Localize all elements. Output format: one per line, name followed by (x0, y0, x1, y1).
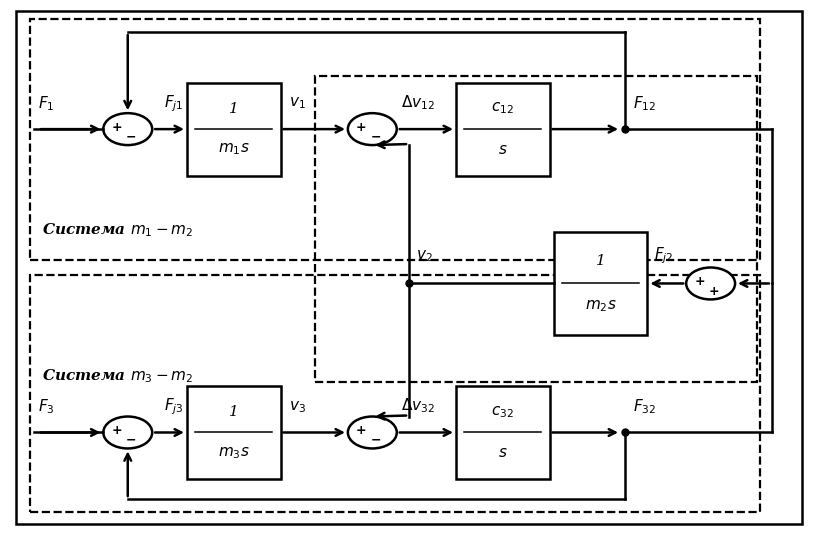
Circle shape (348, 113, 397, 145)
Text: +: + (356, 121, 366, 134)
Text: $\Delta v_{12}$: $\Delta v_{12}$ (401, 93, 435, 112)
Bar (187, 82, 281, 175)
Text: −: − (126, 434, 137, 447)
Bar (456, 82, 550, 175)
Text: $c_{12}$: $c_{12}$ (492, 101, 515, 117)
Text: $F_{j1}$: $F_{j1}$ (164, 93, 184, 114)
Text: $v_3$: $v_3$ (289, 399, 306, 415)
Text: Система $m_1-m_2$: Система $m_1-m_2$ (43, 221, 194, 239)
Text: $s$: $s$ (498, 143, 507, 157)
Text: $\Delta v_{32}$: $\Delta v_{32}$ (401, 396, 435, 415)
Text: $F_1$: $F_1$ (38, 94, 55, 113)
Text: +: + (356, 424, 366, 438)
Text: $c_{32}$: $c_{32}$ (492, 404, 515, 420)
Bar (187, 386, 281, 479)
Bar (30, 19, 760, 259)
Text: $F_{j2}$: $F_{j2}$ (654, 246, 673, 266)
Text: $F_{j3}$: $F_{j3}$ (164, 396, 184, 417)
Bar (554, 232, 648, 335)
Text: $v_1$: $v_1$ (289, 96, 305, 111)
Text: $s$: $s$ (498, 446, 507, 460)
Text: $F_{32}$: $F_{32}$ (633, 398, 656, 416)
Text: 1: 1 (596, 254, 605, 268)
Text: $m_1 s$: $m_1 s$ (218, 142, 249, 157)
Text: $m_3 s$: $m_3 s$ (218, 445, 249, 461)
Circle shape (686, 268, 735, 300)
Text: +: + (111, 121, 122, 134)
Text: −: − (126, 131, 137, 143)
Text: $F_3$: $F_3$ (38, 398, 55, 416)
Bar (30, 276, 760, 513)
Circle shape (103, 113, 152, 145)
Bar (315, 76, 757, 382)
Bar (456, 386, 550, 479)
Text: +: + (111, 424, 122, 438)
Circle shape (103, 417, 152, 448)
Text: Система $m_3-m_2$: Система $m_3-m_2$ (43, 368, 194, 385)
Text: +: + (694, 276, 705, 288)
Text: 1: 1 (229, 102, 239, 116)
Circle shape (348, 417, 397, 448)
Text: 1: 1 (229, 405, 239, 419)
Text: −: − (371, 131, 381, 143)
Text: $v_2$: $v_2$ (416, 248, 432, 264)
Text: −: − (371, 434, 381, 447)
Text: $F_{12}$: $F_{12}$ (633, 94, 656, 113)
Text: +: + (709, 285, 720, 298)
Text: $m_2 s$: $m_2 s$ (585, 299, 617, 314)
